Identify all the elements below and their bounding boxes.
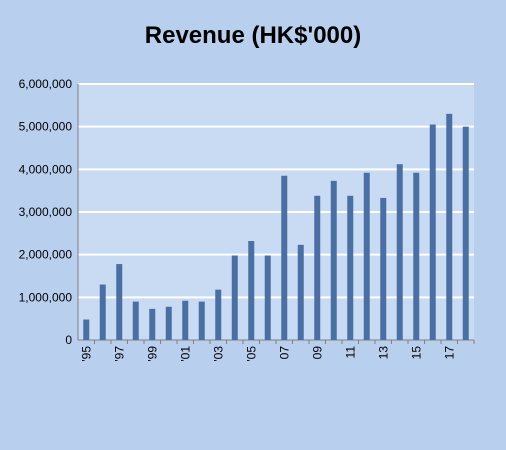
bar-1995 xyxy=(83,319,90,340)
x-tick-label: 07 xyxy=(277,346,291,360)
bar-2011 xyxy=(347,195,354,340)
bar-1998 xyxy=(132,301,139,340)
bar-2012 xyxy=(363,172,370,340)
y-tick-label: 2,000,000 xyxy=(19,248,73,262)
x-tick-label: '99 xyxy=(145,346,159,362)
bar-2017 xyxy=(446,113,453,340)
x-tick-label: '03 xyxy=(211,346,225,362)
bar-2010 xyxy=(330,180,337,340)
y-tick-label: 5,000,000 xyxy=(19,120,73,134)
bar-2001 xyxy=(182,300,189,340)
bar-2013 xyxy=(380,197,387,340)
x-tick-label: 15 xyxy=(409,346,423,360)
bar-2000 xyxy=(165,306,172,340)
bar-2002 xyxy=(198,301,205,340)
y-tick-label: 1,000,000 xyxy=(19,290,73,304)
bar-1996 xyxy=(99,284,106,340)
x-tick-label: '05 xyxy=(244,346,258,362)
bar-2005 xyxy=(248,241,255,340)
y-tick-label: 6,000,000 xyxy=(19,77,73,91)
x-tick-label: 13 xyxy=(376,346,390,360)
bar-2009 xyxy=(314,195,321,340)
bar-2018 xyxy=(462,126,469,341)
x-tick-label: 09 xyxy=(310,346,324,360)
bar-2007 xyxy=(281,175,288,340)
bar-2014 xyxy=(396,164,403,340)
x-tick-label: '01 xyxy=(178,346,192,362)
bar-2004 xyxy=(231,255,238,340)
bar-2016 xyxy=(429,124,436,341)
y-tick-label: 0 xyxy=(65,333,72,347)
bar-2003 xyxy=(215,289,222,340)
bar-1997 xyxy=(116,264,123,340)
bar-1999 xyxy=(149,308,156,340)
x-tick-label: '97 xyxy=(112,346,126,362)
x-tick-label: 11 xyxy=(343,346,357,359)
bar-2006 xyxy=(264,255,271,340)
y-tick-label: 3,000,000 xyxy=(19,205,73,219)
y-tick-label: 4,000,000 xyxy=(19,162,73,176)
x-tick-label: 17 xyxy=(442,346,456,360)
bar-2008 xyxy=(297,244,304,340)
bar-2015 xyxy=(413,172,420,340)
chart-title: Revenue (HK$'000) xyxy=(144,22,362,49)
x-tick-label: '95 xyxy=(79,346,93,362)
